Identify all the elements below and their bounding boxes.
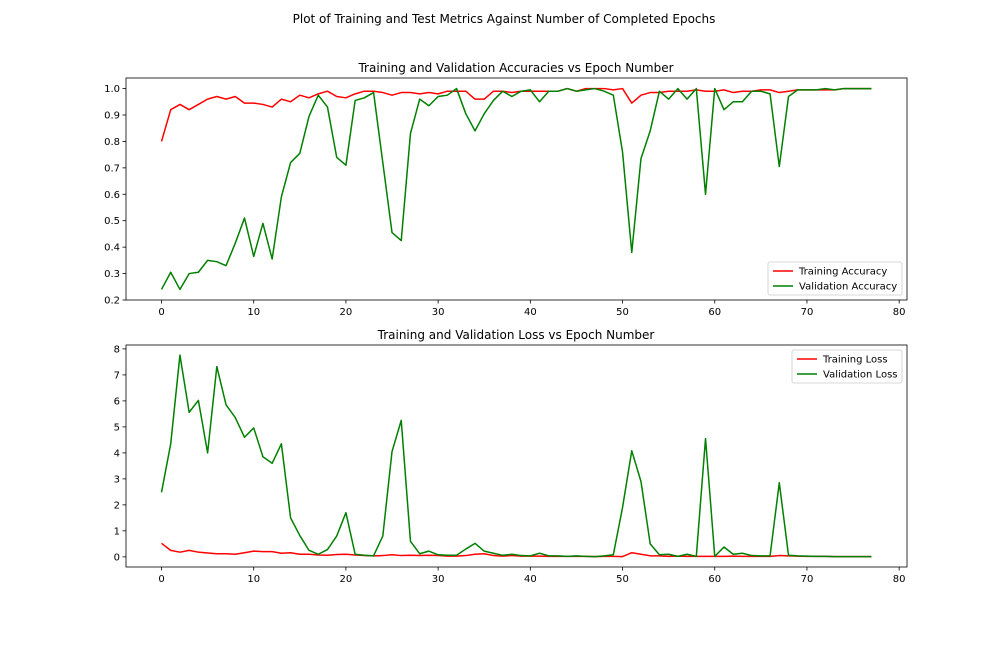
loss-x-tick-label: 50 xyxy=(616,574,629,585)
loss-y-tick-label: 3 xyxy=(114,474,120,485)
accuracy-x-tick-label: 50 xyxy=(616,307,629,318)
accuracy-y-tick-label: 0.7 xyxy=(104,163,120,174)
accuracy-x-tick-label: 40 xyxy=(524,307,537,318)
loss-x-tick-label: 70 xyxy=(801,574,814,585)
accuracy-x-tick-label: 20 xyxy=(340,307,353,318)
loss-x-tick-label: 80 xyxy=(893,574,906,585)
accuracy-x-tick-label: 0 xyxy=(158,307,164,318)
accuracy-y-tick-label: 0.6 xyxy=(104,190,120,201)
loss-y-tick-label: 1 xyxy=(114,526,120,537)
loss-legend-box xyxy=(791,349,903,384)
loss-y-tick-label: 7 xyxy=(114,370,120,381)
loss-x-tick-label: 40 xyxy=(524,574,537,585)
loss-legend-label-validation-loss: Validation Loss xyxy=(823,370,898,381)
accuracy-y-tick-label: 0.2 xyxy=(104,296,120,307)
accuracy-y-tick-label: 0.3 xyxy=(104,269,120,280)
accuracy-series-line-validation-accuracy xyxy=(160,87,872,291)
accuracy-x-tick-label: 60 xyxy=(708,307,721,318)
loss-y-tick-label: 0 xyxy=(114,552,120,563)
loss-x-tick-label: 0 xyxy=(158,574,164,585)
loss-x-tick-label: 20 xyxy=(340,574,353,585)
loss-y-tick-label: 8 xyxy=(114,344,120,355)
accuracy-legend-label-validation-accuracy: Validation Accuracy xyxy=(799,282,897,293)
accuracy-x-tick-label: 10 xyxy=(247,307,260,318)
loss-axes-frame xyxy=(125,344,908,568)
accuracy-subplot-title: Training and Validation Accuracies vs Ep… xyxy=(357,61,673,75)
accuracy-y-tick-label: 0.4 xyxy=(104,243,120,254)
accuracy-y-tick-label: 1.0 xyxy=(104,84,120,95)
accuracy-y-tick-label: 0.8 xyxy=(104,137,120,148)
accuracy-legend-label-training-accuracy: Training Accuracy xyxy=(798,267,887,278)
loss-series-line-validation-loss xyxy=(160,354,872,558)
accuracy-x-tick-label: 80 xyxy=(893,307,906,318)
loss-y-tick-label: 4 xyxy=(114,448,120,459)
loss-subplot: Training and Validation Loss vs Epoch Nu… xyxy=(114,328,908,585)
accuracy-subplot: Training and Validation Accuracies vs Ep… xyxy=(104,61,908,318)
loss-x-tick-label: 60 xyxy=(708,574,721,585)
loss-legend-label-training-loss: Training Loss xyxy=(822,355,888,366)
loss-y-tick-label: 6 xyxy=(114,396,120,407)
loss-y-tick-label: 5 xyxy=(114,422,120,433)
loss-subplot-title: Training and Validation Loss vs Epoch Nu… xyxy=(377,328,655,342)
loss-x-tick-label: 10 xyxy=(247,574,260,585)
loss-y-tick-label: 2 xyxy=(114,500,120,511)
accuracy-y-tick-label: 0.5 xyxy=(104,216,120,227)
accuracy-y-tick-label: 0.9 xyxy=(104,111,120,122)
figure-suptitle: Plot of Training and Test Metrics Agains… xyxy=(293,12,716,26)
accuracy-legend-box xyxy=(767,261,903,296)
loss-x-tick-label: 30 xyxy=(432,574,445,585)
accuracy-axes-frame xyxy=(125,77,908,301)
accuracy-x-tick-label: 70 xyxy=(801,307,814,318)
accuracy-x-tick-label: 30 xyxy=(432,307,445,318)
